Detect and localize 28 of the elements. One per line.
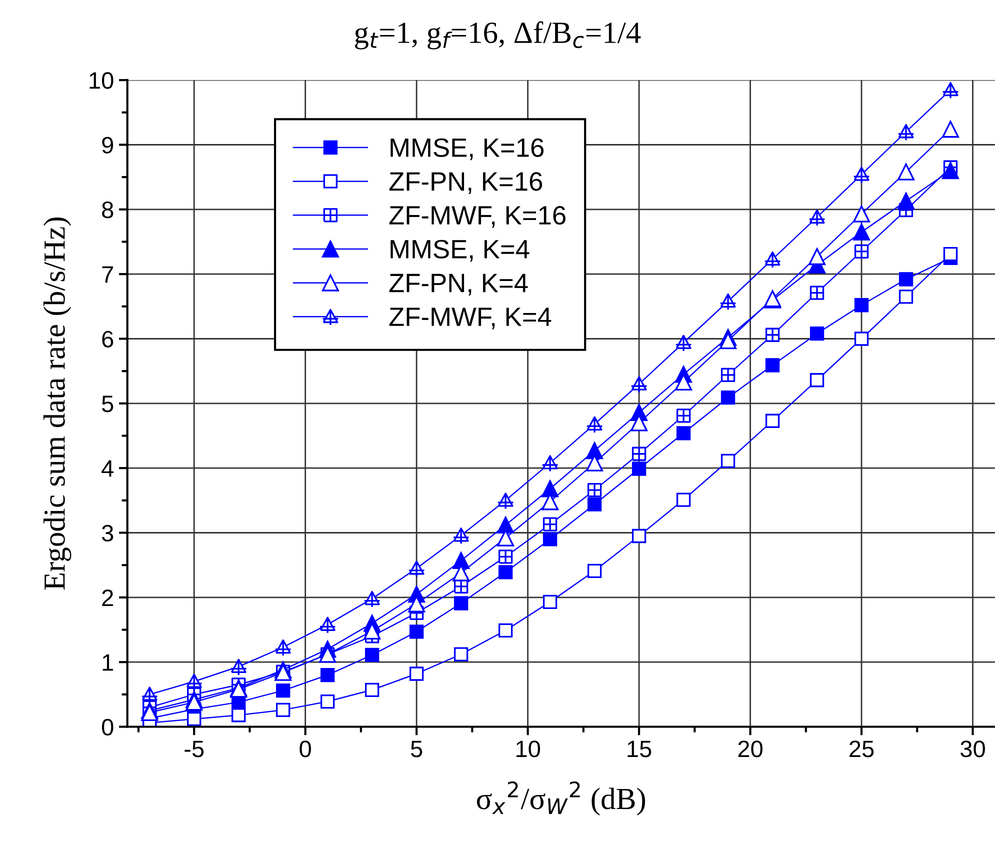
y-tick-label: 3 [102,524,114,542]
legend-label: ZF-MWF, K=16 [389,206,566,228]
y-tick-label: 4 [102,460,114,477]
y-tick-label: 7 [102,266,113,283]
x-tick-label: 10 [516,740,540,758]
y-tick-label: 0 [102,718,114,736]
chart-title: g$_{t}$=1, g$_{f}$=16, Δf/B$_{c}$=1/4 [355,21,641,50]
x-tick-label: 20 [738,740,762,758]
x-tick-label: 15 [628,740,652,758]
legend-label: MMSE, K=16 [390,138,544,160]
y-tick-label: 8 [102,201,114,218]
y-axis-title: Ergodic sum data rate (b/s/Hz) [43,218,72,590]
x-axis-title: σ$_{x}$$^{2}$/σ$_{W}$$^{2}$ (dB) [476,781,646,816]
legend-label: MMSE, K=4 [390,240,530,262]
legend-label: ZF-PN, K=16 [389,172,542,194]
x-tick-label: 5 [410,740,422,758]
y-tick-label: 2 [102,589,113,606]
legend-label: ZF-PN, K=4 [389,274,528,296]
y-tick-label: 5 [102,396,114,412]
x-tick-label: 30 [960,740,985,758]
x-tick-label: 25 [850,740,874,758]
y-tick-label: 1 [102,654,114,671]
legend-label: ZF-MWF, K=4 [389,308,552,330]
x-tick-label: -5 [184,740,204,758]
y-tick-label: 10 [90,72,114,89]
x-tick-label: 0 [300,740,311,758]
y-tick-label: 9 [102,136,114,154]
y-tick-label: 6 [102,330,114,348]
